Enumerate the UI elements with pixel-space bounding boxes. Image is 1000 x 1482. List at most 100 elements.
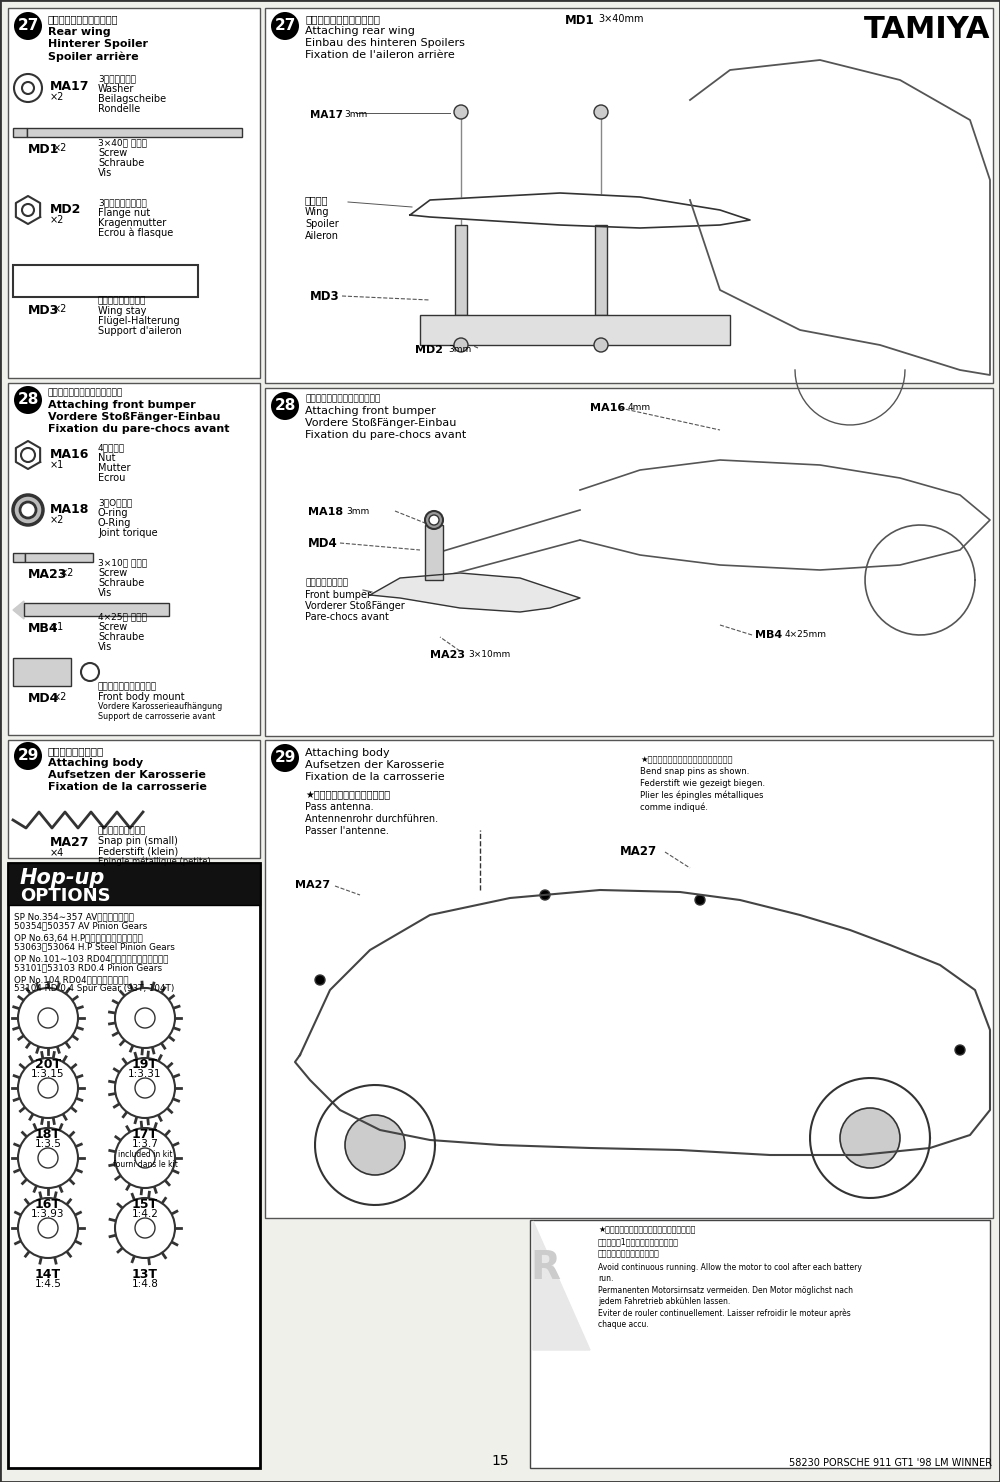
Text: MD3: MD3 [28, 304, 59, 317]
Text: Vis: Vis [98, 167, 112, 178]
Text: SP No.354∼357 AVピニオンセット: SP No.354∼357 AVピニオンセット [14, 911, 134, 920]
Text: included in kit: included in kit [118, 1150, 172, 1159]
Text: 1:3.15: 1:3.15 [31, 1069, 65, 1079]
Circle shape [14, 742, 42, 771]
FancyBboxPatch shape [13, 265, 198, 296]
Text: Epingle métallique (petite): Epingle métallique (petite) [98, 857, 211, 865]
Text: 15T: 15T [132, 1197, 158, 1211]
Text: 1:4.5: 1:4.5 [35, 1279, 61, 1289]
Text: ×1: ×1 [50, 459, 64, 470]
Text: フロントバンパーのとりつけ〉: フロントバンパーのとりつけ〉 [48, 388, 123, 397]
Circle shape [14, 385, 42, 413]
Text: Ecrou: Ecrou [98, 473, 125, 483]
Text: 1:4.2: 1:4.2 [132, 1209, 158, 1220]
Text: 4×25㎜ 皿ビス: 4×25㎜ 皿ビス [98, 612, 147, 621]
Text: MA16: MA16 [50, 448, 89, 461]
Polygon shape [16, 442, 40, 468]
Text: Flügel-Halterung: Flügel-Halterung [98, 316, 180, 326]
Text: Schraube: Schraube [98, 578, 144, 588]
Text: 1:4.8: 1:4.8 [132, 1279, 158, 1289]
Text: ×2: ×2 [53, 142, 67, 153]
Text: 15: 15 [491, 1454, 509, 1469]
Text: MA23: MA23 [430, 651, 465, 659]
Text: MB4: MB4 [755, 630, 782, 640]
Text: MA17: MA17 [310, 110, 343, 120]
Text: Plier les épingles métalliques: Plier les épingles métalliques [640, 791, 764, 800]
Text: ★連続走行はモーターを冷やしてください。: ★連続走行はモーターを冷やしてください。 [598, 1226, 695, 1235]
Text: フロントバンパー: フロントバンパー [305, 578, 348, 587]
Text: MB4: MB4 [28, 622, 59, 634]
Polygon shape [865, 525, 975, 634]
Text: バッテリー1本分走行させるごとに、: バッテリー1本分走行させるごとに、 [598, 1237, 679, 1246]
Text: ×2: ×2 [50, 516, 64, 525]
Text: Federstift wie gezeigt biegen.: Federstift wie gezeigt biegen. [640, 780, 765, 788]
Text: 29: 29 [17, 748, 39, 763]
Text: MA27: MA27 [50, 836, 90, 849]
Text: MA18: MA18 [50, 502, 89, 516]
Circle shape [135, 1149, 155, 1168]
Text: Pass antenna.: Pass antenna. [305, 802, 374, 812]
Text: Wing: Wing [305, 207, 330, 216]
Circle shape [115, 988, 175, 1048]
Text: ×2: ×2 [53, 304, 67, 314]
Text: Rear wing: Rear wing [48, 27, 111, 37]
Text: Mutter: Mutter [98, 462, 130, 473]
Text: 50354・50357 AV Pinion Gears: 50354・50357 AV Pinion Gears [14, 920, 147, 931]
Text: 13T: 13T [132, 1269, 158, 1280]
Text: comme indiqué.: comme indiqué. [640, 803, 708, 812]
Text: MD3: MD3 [310, 290, 340, 302]
Text: Attaching front bumper: Attaching front bumper [305, 406, 436, 416]
Circle shape [540, 891, 550, 900]
Text: Fixation de la carrosserie: Fixation de la carrosserie [48, 782, 207, 791]
Text: Support d'aileron: Support d'aileron [98, 326, 182, 336]
Circle shape [135, 1077, 155, 1098]
Text: OP No.104 RD04スパーギヤセット: OP No.104 RD04スパーギヤセット [14, 975, 129, 984]
Text: Vorderer StoßFänger: Vorderer StoßFänger [305, 602, 405, 611]
FancyBboxPatch shape [13, 553, 25, 562]
Text: 3×40mm: 3×40mm [598, 13, 644, 24]
Circle shape [345, 1114, 405, 1175]
Text: フロントバンパーのとりつけ〉: フロントバンパーのとりつけ〉 [305, 394, 380, 403]
Text: jedem Fahretrieb abkühlen lassen.: jedem Fahretrieb abkühlen lassen. [598, 1297, 730, 1306]
Text: Vordere StoßFänger-Einbau: Vordere StoßFänger-Einbau [48, 412, 220, 422]
Circle shape [13, 495, 43, 525]
Text: 17T: 17T [132, 1128, 158, 1141]
Circle shape [14, 12, 42, 40]
Circle shape [38, 1077, 58, 1098]
Text: MD4: MD4 [28, 692, 59, 705]
Circle shape [271, 744, 299, 772]
Text: MD1: MD1 [28, 142, 59, 156]
Text: ×2: ×2 [50, 215, 64, 225]
Text: リャウイングステー: リャウイングステー [98, 296, 146, 305]
Text: Schraube: Schraube [98, 631, 144, 642]
Text: Nut: Nut [98, 453, 116, 462]
Circle shape [115, 1058, 175, 1117]
Text: Fixation du pare-chocs avant: Fixation du pare-chocs avant [48, 424, 230, 434]
Text: MD2: MD2 [50, 203, 81, 216]
Text: 3mm: 3mm [344, 110, 367, 119]
Text: O-Ring: O-Ring [98, 519, 131, 528]
Text: 20T: 20T [35, 1058, 61, 1071]
Text: OP No.63,64 H.Pスチールピニオンセット: OP No.63,64 H.Pスチールピニオンセット [14, 934, 143, 943]
Text: 53101・53103 RD0.4 Pinion Gears: 53101・53103 RD0.4 Pinion Gears [14, 963, 162, 972]
FancyBboxPatch shape [8, 863, 260, 1469]
Text: Beilagscheibe: Beilagscheibe [98, 93, 166, 104]
Circle shape [840, 1109, 900, 1168]
Text: Attaching front bumper: Attaching front bumper [48, 400, 196, 411]
Text: 53063・53064 H.P Steel Pinion Gears: 53063・53064 H.P Steel Pinion Gears [14, 943, 175, 951]
FancyBboxPatch shape [425, 525, 443, 579]
Text: ×2: ×2 [60, 568, 74, 578]
Text: Vordere Karosserieaufhängung: Vordere Karosserieaufhängung [98, 702, 222, 711]
FancyBboxPatch shape [265, 740, 993, 1218]
Polygon shape [315, 1085, 435, 1205]
Circle shape [425, 511, 443, 529]
Circle shape [22, 205, 34, 216]
Text: Flange nut: Flange nut [98, 207, 150, 218]
Polygon shape [580, 459, 990, 571]
Circle shape [14, 74, 42, 102]
Polygon shape [533, 1221, 590, 1350]
Text: MD2: MD2 [415, 345, 443, 356]
Text: Schraube: Schraube [98, 159, 144, 167]
Text: Aufsetzen der Karosserie: Aufsetzen der Karosserie [305, 760, 444, 771]
Circle shape [38, 1218, 58, 1237]
